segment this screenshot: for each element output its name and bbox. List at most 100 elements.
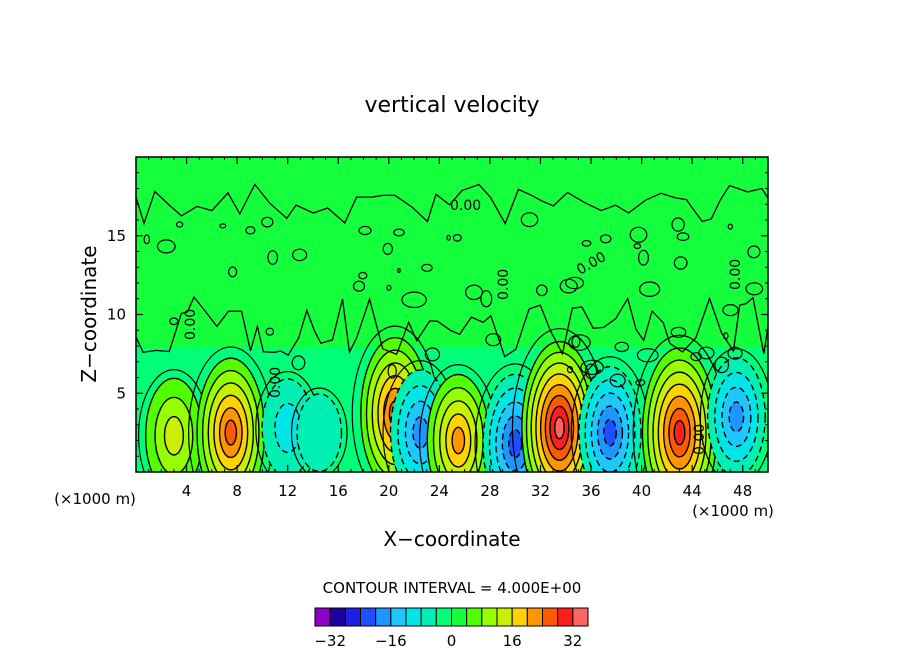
zero-contour	[580, 359, 604, 376]
contour-band	[554, 416, 565, 440]
zero-contour	[638, 281, 661, 297]
zero-contour	[581, 239, 592, 247]
contour-band	[508, 429, 523, 459]
upper-weak-updraft-band	[136, 157, 768, 347]
zero-contour	[421, 263, 433, 272]
y-axis-label: Z−coordinate	[77, 245, 101, 382]
y-tick-label: 5	[116, 384, 126, 402]
x-tick-label: 48	[733, 482, 752, 500]
zero-contour	[352, 280, 366, 292]
zero-contour	[636, 348, 659, 363]
colorbar-swatch	[375, 607, 392, 627]
zero-contour	[358, 271, 368, 280]
y-tick-label: 10	[107, 306, 126, 324]
zero-contour	[228, 266, 238, 278]
zero-contour	[727, 223, 734, 230]
colorbar-tick-label: 32	[563, 632, 582, 650]
x-tick-label: 44	[683, 482, 702, 500]
colorbar-swatch	[511, 607, 528, 627]
zero-contour	[452, 233, 462, 242]
zero-contour	[747, 245, 761, 259]
zero-contour	[635, 379, 646, 387]
zero-contour	[599, 234, 612, 244]
zero-contour	[291, 355, 306, 371]
zero-contour	[609, 373, 626, 388]
colorbar-swatch	[557, 607, 574, 627]
zero-contour	[265, 327, 275, 336]
colorbar-swatch	[542, 607, 559, 627]
zero-contour	[722, 304, 739, 317]
zero-contour	[358, 225, 372, 236]
x-tick-label: 20	[379, 482, 398, 500]
zero-contour	[690, 352, 702, 362]
colorbar-swatch	[314, 607, 331, 627]
zero-contour	[727, 346, 743, 360]
x-axis-label: X−coordinate	[383, 527, 520, 551]
zero-contour	[446, 234, 451, 241]
velocity-feature	[188, 346, 274, 472]
zero-contour	[169, 317, 179, 326]
x-unit-right: (×1000 m)	[692, 502, 774, 520]
contour-band	[296, 393, 343, 472]
colorbar-tick-label: 0	[447, 632, 457, 650]
velocity-feature	[699, 348, 768, 472]
zero-contour	[175, 221, 184, 228]
x-tick-label: 24	[430, 482, 449, 500]
colorbar-swatch	[390, 607, 407, 627]
velocity-feature	[290, 387, 348, 472]
contour-band	[224, 419, 238, 446]
zero-contour	[382, 242, 393, 255]
velocity-features	[138, 325, 768, 472]
chart-title: vertical velocity	[364, 93, 539, 118]
x-axis: 4 8 12 16 20 24 28 32 36 40 44 48	[148, 157, 756, 500]
zero-contour	[136, 183, 768, 226]
zero-contour	[670, 326, 687, 338]
colorbar-tick-label: −32	[314, 632, 346, 650]
zero-contour	[424, 347, 441, 362]
x-tick-label: 16	[329, 482, 348, 500]
colorbar-swatch	[481, 607, 498, 627]
colorbar-swatch	[405, 607, 422, 627]
plot-area: 0.00 0.00 0.00 0.00 0.00 0.00 0.00	[135, 156, 769, 473]
x-tick-label: 28	[480, 482, 499, 500]
zero-contour	[566, 366, 574, 374]
colorbar-tick-label: 16	[503, 632, 522, 650]
zero-contour	[671, 217, 685, 232]
colorbar-swatch	[451, 607, 468, 627]
zero-contour	[629, 226, 648, 243]
contour-band	[163, 415, 185, 456]
contour-band	[451, 426, 466, 455]
zero-contour	[584, 363, 598, 379]
velocity-feature	[418, 364, 498, 472]
colorbar-swatch	[344, 607, 361, 627]
zero-contour	[480, 290, 493, 308]
zero-contour	[535, 284, 548, 297]
contour-band	[728, 401, 745, 433]
y-axis: 5 10 15	[107, 172, 768, 457]
zero-contour	[136, 295, 768, 358]
colorbar-swatch	[526, 607, 544, 627]
contour-label: 0.00	[728, 259, 744, 290]
zero-contour	[637, 249, 649, 266]
contour-label: 0.00	[692, 424, 708, 455]
zero-contour	[386, 284, 392, 291]
zero-contour	[676, 232, 690, 242]
contour-label: 0.00	[496, 269, 512, 300]
zero-contour	[565, 276, 585, 290]
contour-band	[603, 418, 617, 447]
colorbar-swatch	[435, 607, 452, 627]
zero-contour	[267, 250, 279, 265]
zero-contour	[245, 226, 256, 235]
colorbar-swatch	[496, 607, 513, 627]
zero-contour	[485, 333, 502, 347]
x-unit-left: (×1000 m)	[54, 490, 136, 508]
zero-contour	[219, 223, 227, 229]
zero-contour	[465, 284, 484, 301]
x-tick-label: 8	[232, 482, 242, 500]
colorbar-swatch	[360, 607, 377, 627]
colorbar: −32 −16 0 16 32	[314, 607, 589, 650]
colorbar-tick-label: −16	[375, 632, 407, 650]
x-tick-label: 36	[581, 482, 600, 500]
zero-contour	[290, 387, 348, 472]
